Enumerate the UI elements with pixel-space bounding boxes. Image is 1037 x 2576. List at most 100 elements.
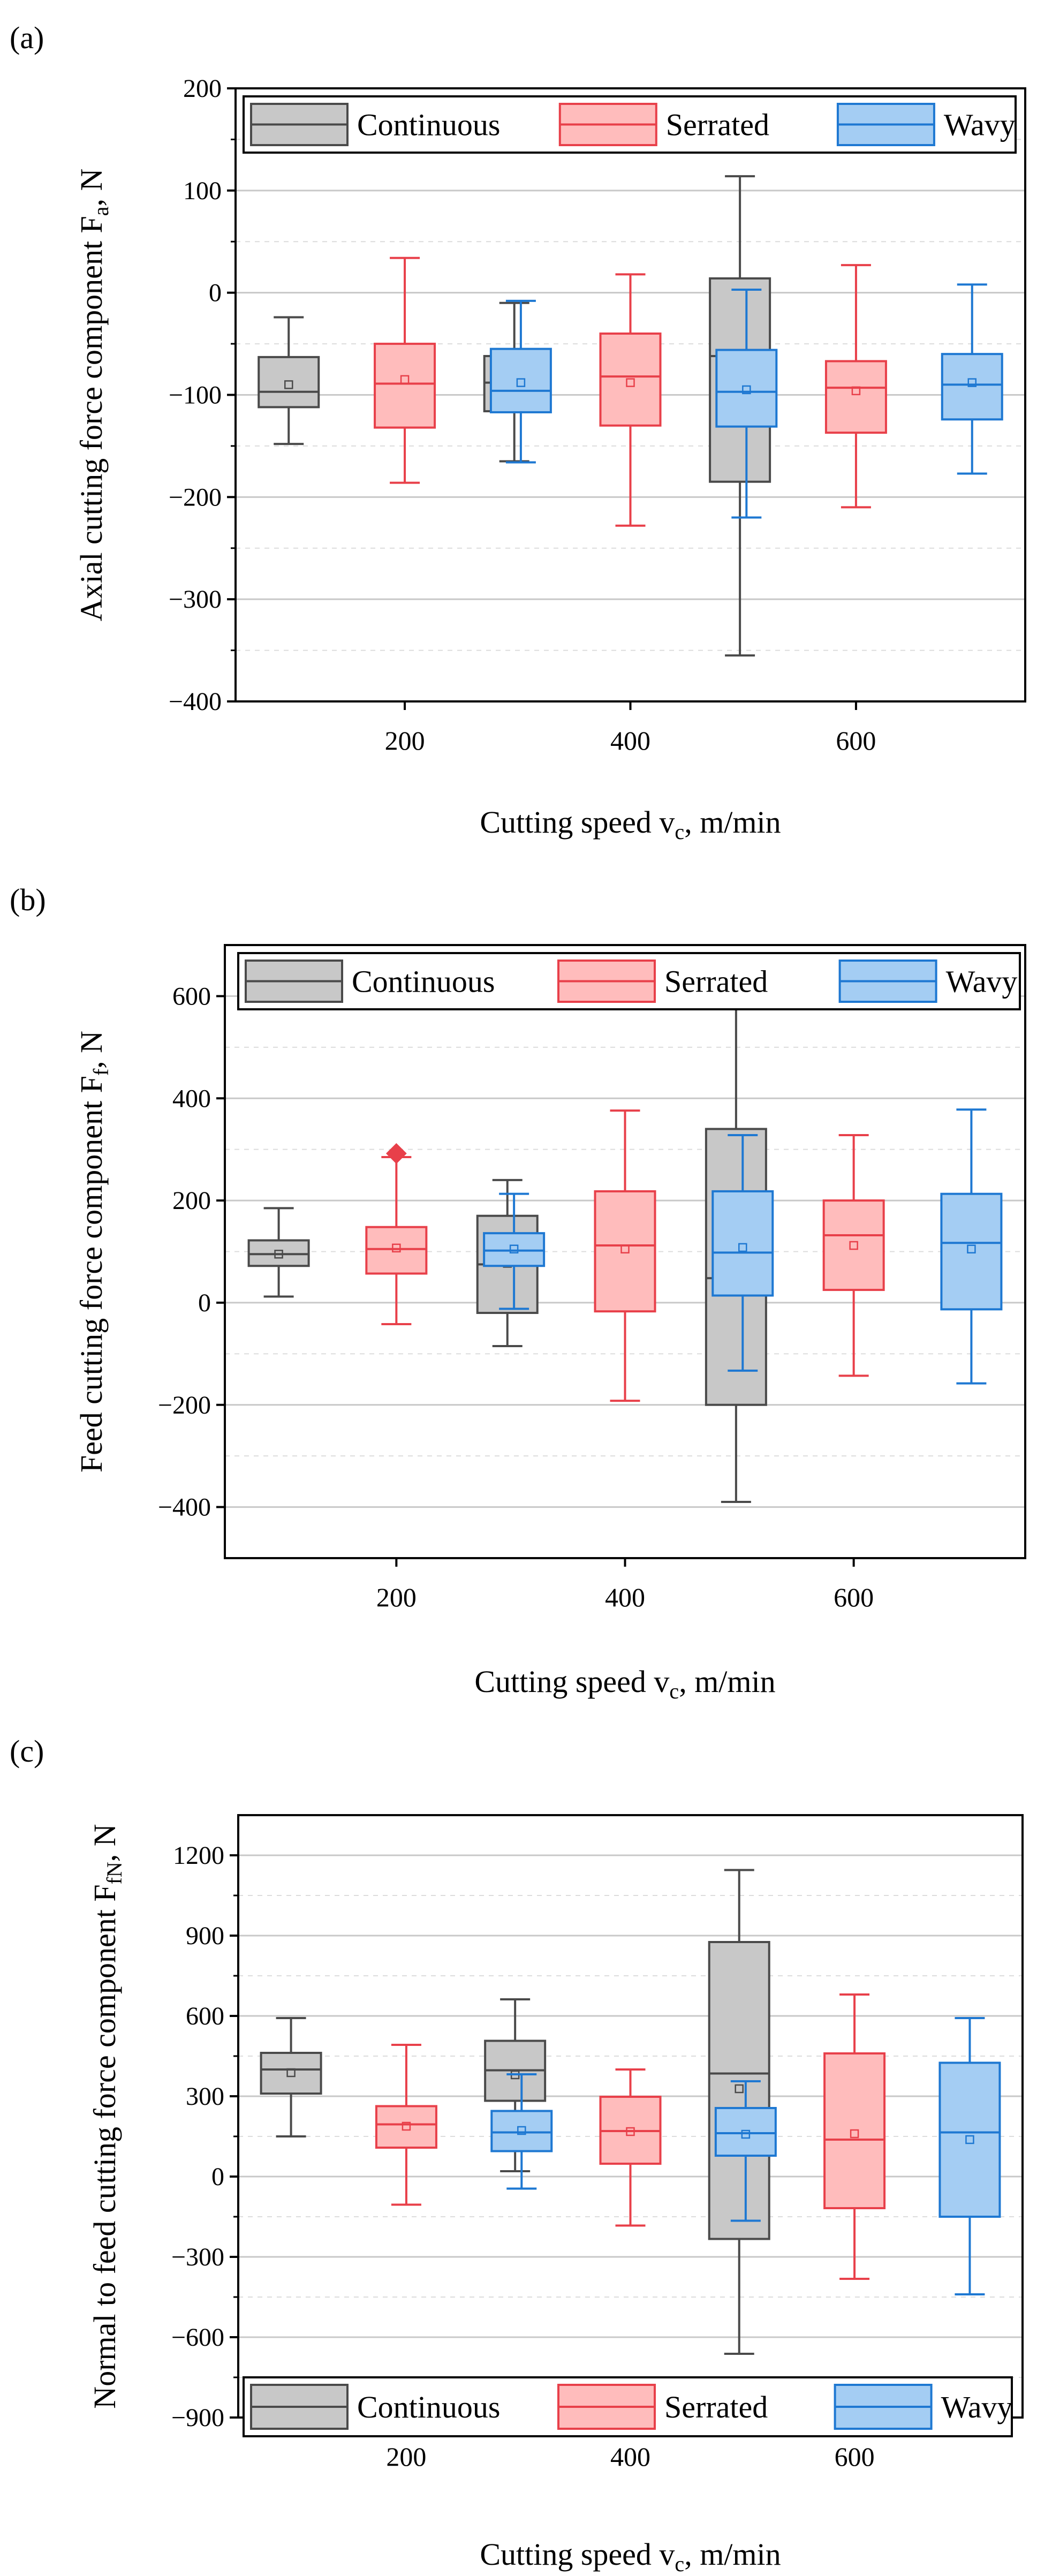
box-wavy-600 <box>938 2017 1001 2295</box>
box-iqr <box>708 1941 770 2240</box>
box-iqr <box>938 2061 1001 2218</box>
mean-marker <box>402 2121 411 2131</box>
mean-marker <box>741 2129 751 2139</box>
mean-marker <box>742 385 751 395</box>
mean-marker <box>509 1244 519 1253</box>
box-wavy-400 <box>715 288 778 519</box>
box-serrated-400 <box>594 1109 656 1402</box>
box-iqr <box>258 356 320 409</box>
y-axis-label: Feed cutting force component Ff, N <box>74 1031 113 1472</box>
y-tick-label: −300 <box>169 585 222 614</box>
y-tick-label: 300 <box>186 2082 224 2111</box>
box-serrated-200 <box>374 256 436 484</box>
legend-label: Wavy <box>946 964 1018 999</box>
box-iqr <box>714 2107 777 2157</box>
y-tick-label: 1200 <box>173 1841 224 1870</box>
mean-marker <box>965 2135 974 2144</box>
legend-label: Wavy <box>944 108 1016 142</box>
legend-label: Serrated <box>666 108 769 142</box>
chart-panel-2: (b) −400 −200 0 200 400 600 200 400 600 Continuous… <box>10 882 1026 1703</box>
box-iqr <box>599 333 662 427</box>
legend-label: Continuous <box>352 964 495 999</box>
box-iqr <box>365 1226 428 1275</box>
box-continuous-600 <box>708 1869 770 2355</box>
box-wavy-600 <box>941 283 1003 475</box>
legend: Continuous Serrated Wavy <box>243 2376 1013 2437</box>
mean-marker <box>392 1243 401 1253</box>
mean-marker <box>738 1243 747 1252</box>
box-serrated-200 <box>365 1143 428 1325</box>
mean-marker <box>284 380 293 389</box>
y-tick-label: −100 <box>169 381 222 410</box>
box-continuous-400 <box>484 1998 547 2172</box>
y-tick-label: 600 <box>172 982 211 1010</box>
mean-marker <box>516 378 526 387</box>
box-iqr <box>489 348 552 413</box>
box-iqr <box>822 1199 885 1291</box>
box-iqr <box>374 343 436 429</box>
box-serrated-600 <box>822 1134 885 1377</box>
legend-label: Serrated <box>664 2390 768 2424</box>
mean-marker <box>626 2127 635 2136</box>
y-tick-label: 900 <box>186 1922 224 1950</box>
panel-label: (a) <box>10 20 44 55</box>
box-iqr <box>260 2052 322 2095</box>
box-wavy-400 <box>711 1134 774 1372</box>
box-iqr <box>823 2052 886 2209</box>
legend: Continuous Serrated Wavy <box>243 95 1017 154</box>
mean-marker <box>849 1241 858 1250</box>
y-tick-label: 0 <box>198 1289 211 1317</box>
x-axis-label: Cutting speed vc, m/min <box>480 805 781 844</box>
y-tick-label: 600 <box>186 2002 224 2030</box>
box-iqr <box>824 360 887 434</box>
legend: Continuous Serrated Wavy <box>237 952 1021 1010</box>
y-tick-label: −200 <box>158 1391 211 1419</box>
x-axis-label: Cutting speed vc, m/min <box>474 1664 775 1703</box>
box-iqr <box>375 2105 437 2149</box>
box-iqr <box>940 1192 1003 1311</box>
box-iqr <box>594 1190 656 1313</box>
y-tick-label: −400 <box>158 1493 211 1522</box>
x-tick-label: 200 <box>385 726 425 756</box>
y-axis-label: Normal to feed cutting force component F… <box>87 1824 126 2408</box>
y-tick-label: −400 <box>169 688 222 716</box>
y-tick-label: −600 <box>171 2323 224 2352</box>
x-tick-label: 600 <box>835 2442 875 2472</box>
box-serrated-400 <box>599 273 662 527</box>
mean-marker <box>517 2126 526 2135</box>
mean-marker <box>967 378 977 387</box>
box-serrated-600 <box>824 264 887 509</box>
x-tick-label: 400 <box>610 726 650 756</box>
box-serrated-400 <box>599 2068 662 2227</box>
box-wavy-400 <box>714 2080 777 2222</box>
panel-label: (b) <box>10 882 46 917</box>
x-axis-label: Cutting speed vc, m/min <box>480 2537 781 2576</box>
mean-marker <box>274 1250 283 1259</box>
x-tick-label: 600 <box>834 1582 874 1612</box>
y-tick-label: 400 <box>172 1084 211 1113</box>
box-wavy-600 <box>940 1108 1003 1385</box>
x-tick-label: 400 <box>605 1582 645 1612</box>
mean-marker <box>626 378 635 387</box>
mean-marker <box>286 2068 296 2078</box>
mean-marker <box>735 2084 744 2094</box>
box-continuous-200 <box>260 2017 322 2137</box>
x-tick-label: 600 <box>836 726 876 756</box>
outlier-marker <box>385 1143 407 1164</box>
chart-panel-3: (c) −900 −600 −300 0 300 600 900 1200 200 400 600 Co… <box>10 1734 1024 2576</box>
legend-label: Wavy <box>941 2390 1013 2424</box>
legend-label: Serrated <box>664 964 768 999</box>
x-tick-label: 400 <box>610 2442 650 2472</box>
panel-label: (c) <box>10 1734 44 1769</box>
x-tick-label: 200 <box>376 1582 417 1612</box>
box-iqr <box>715 349 778 428</box>
chart-panel-1: (a) −400 −300 −200 −100 0 100 200 200 400 600 Conti… <box>10 20 1026 844</box>
box-iqr <box>490 2110 553 2152</box>
y-tick-label: 200 <box>172 1187 211 1215</box>
box-wavy-200 <box>483 1192 546 1310</box>
box-wavy-200 <box>489 299 552 464</box>
x-tick-label: 200 <box>386 2442 426 2472</box>
y-tick-label: 0 <box>209 279 222 307</box>
mean-marker <box>967 1244 976 1253</box>
